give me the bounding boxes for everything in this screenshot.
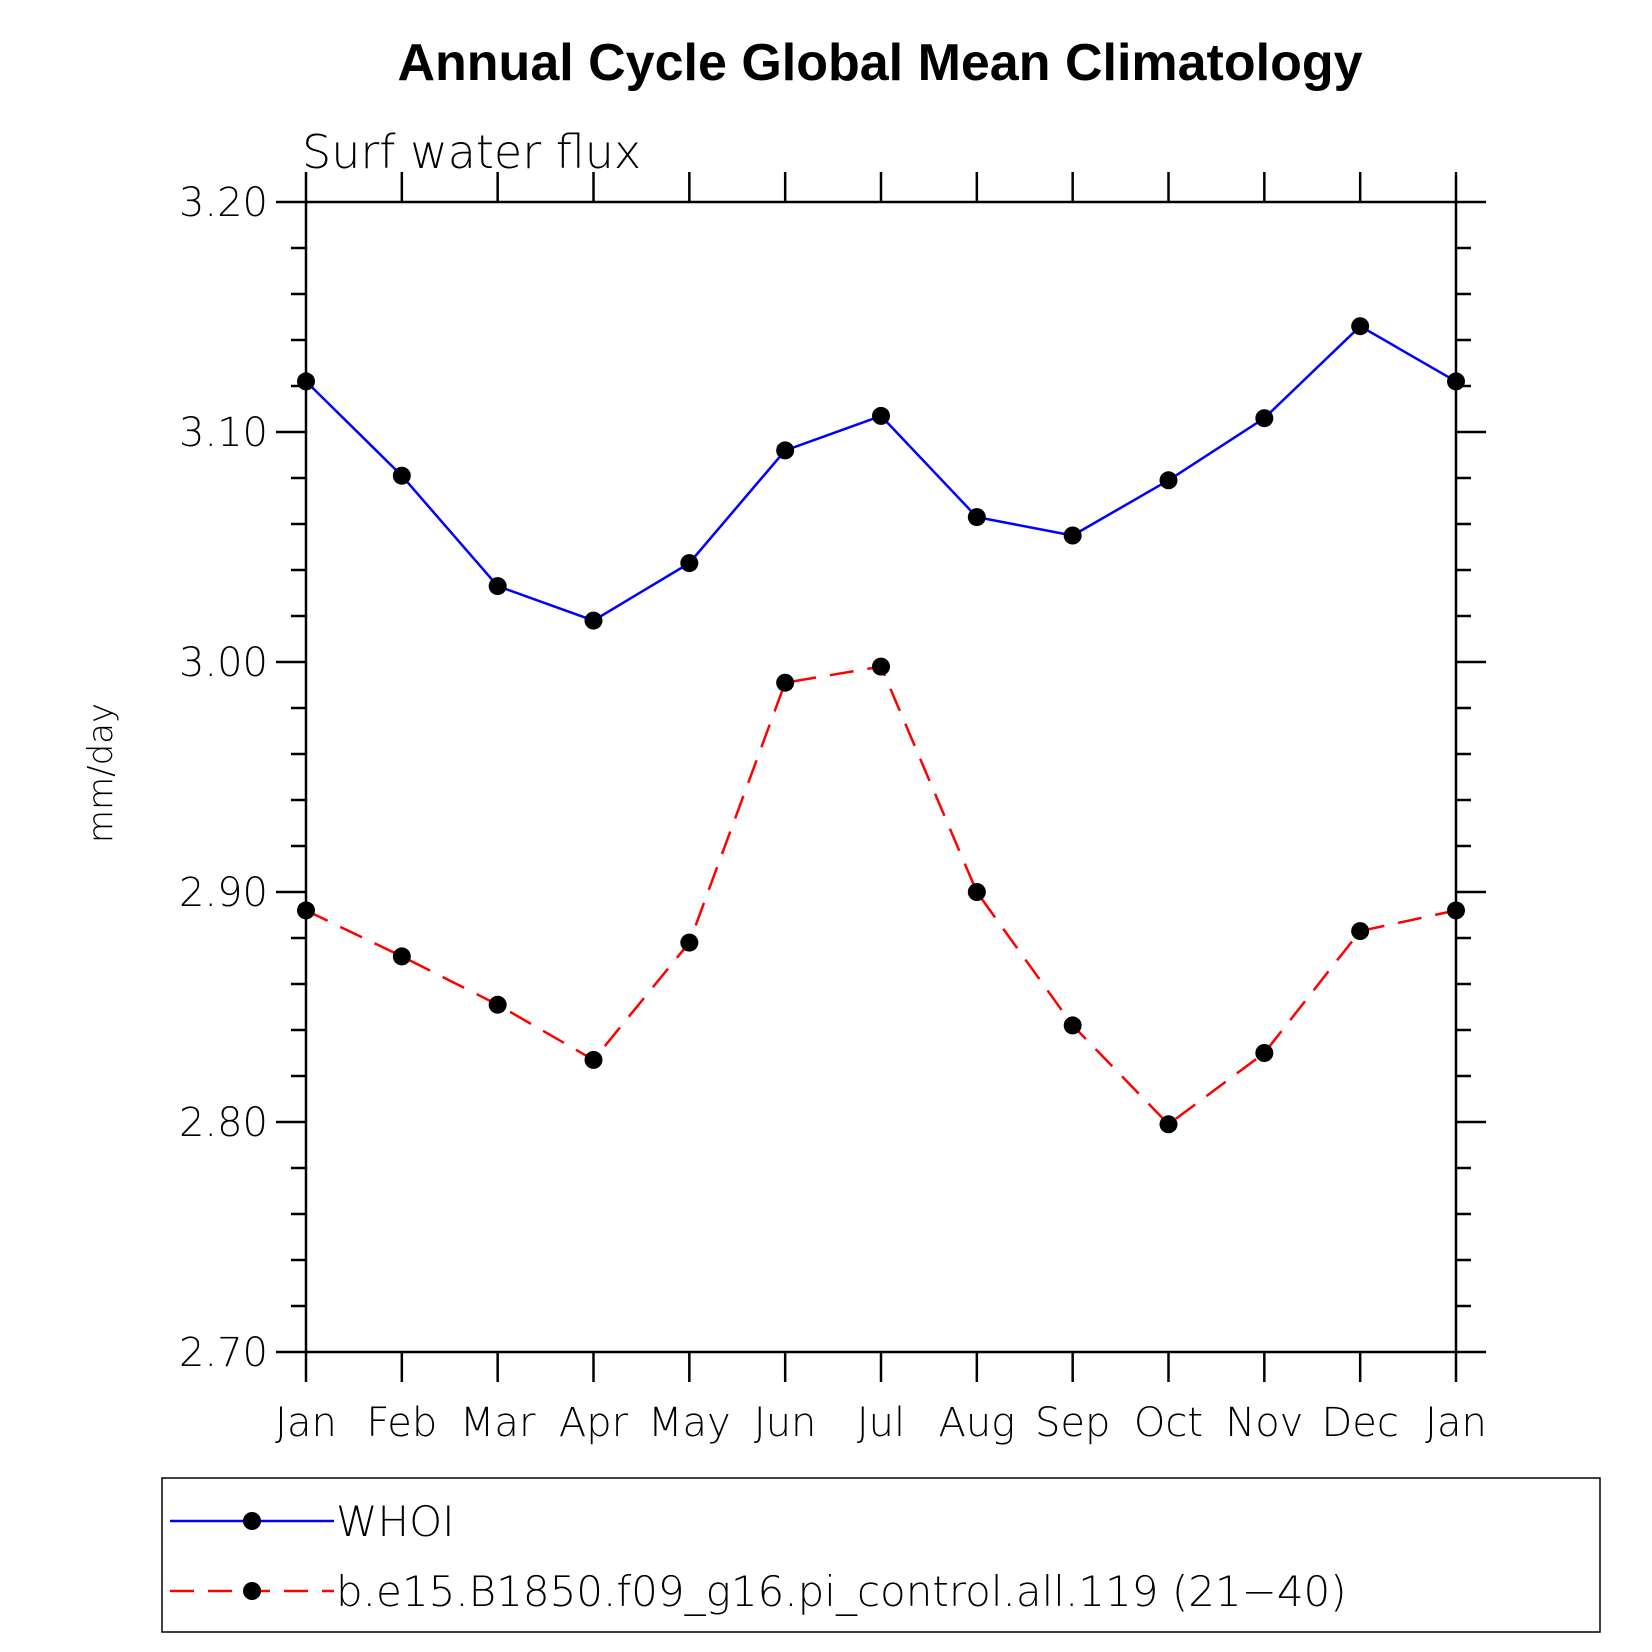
x-tick-label: Jul: [857, 1400, 905, 1446]
y-tick-label: 3.20: [179, 180, 268, 226]
x-tick-label: Dec: [1321, 1400, 1398, 1446]
data-point: [1159, 1115, 1178, 1134]
x-tick-label: Jun: [754, 1400, 817, 1446]
legend: WHOI b.e15.B1850.f09_g16.pi_control.all.1…: [170, 1497, 1347, 1616]
data-point: [1063, 526, 1082, 545]
y-tick-label: 2.90: [179, 870, 268, 916]
legend-marker-2: [243, 1582, 261, 1600]
data-point: [1447, 901, 1465, 920]
x-tick-label: Apr: [559, 1400, 629, 1446]
axes: 2.70 2.80 2.90 3.00 3.10 3.20 Jan Feb Mar Apr May J…: [179, 172, 1487, 1446]
plot-frame: [304, 200, 1458, 1354]
y-tick-label: 2.70: [179, 1330, 268, 1376]
data-point: [776, 441, 795, 460]
y-tick-label: 3.10: [179, 410, 268, 456]
chart-subtitle: Surf water flux: [302, 125, 641, 179]
series-line-1: [305, 324, 1457, 622]
legend-label-2: b.e15.B1850.f09_g16.pi_control.all.119 (…: [336, 1567, 1347, 1616]
x-tick-label: Jan: [1425, 1400, 1487, 1446]
legend-marker-1: [243, 1512, 261, 1530]
y-tick-label: 3.00: [179, 640, 268, 686]
data-point: [1351, 317, 1370, 336]
data-point: [680, 933, 699, 952]
data-point: [967, 508, 986, 527]
x-tick-label: Mar: [460, 1400, 536, 1446]
data-point: [1351, 922, 1370, 941]
data-point: [297, 901, 315, 920]
x-tick-label: Jan: [275, 1400, 337, 1446]
x-tick-label: Feb: [366, 1400, 437, 1446]
y-tick-label: 2.80: [179, 1100, 268, 1146]
data-point: [1063, 1016, 1082, 1035]
series-line-2: [305, 665, 1457, 1126]
data-point: [1159, 471, 1178, 490]
x-tick-label: Oct: [1134, 1400, 1203, 1446]
data-point: [1255, 409, 1274, 428]
data-point: [872, 657, 890, 676]
data-point: [1255, 1044, 1274, 1062]
x-tick-label: Aug: [938, 1400, 1015, 1446]
chart-title: Annual Cycle Global Mean Climatology: [397, 34, 1362, 92]
data-point: [776, 673, 795, 692]
legend-box: [161, 1477, 1601, 1633]
data-point: [488, 577, 507, 596]
data-point: [1447, 372, 1465, 391]
data-point: [392, 466, 411, 485]
data-point: [680, 554, 699, 573]
data-point: [584, 1050, 603, 1069]
x-tick-label: May: [648, 1400, 731, 1446]
data-point: [967, 883, 986, 901]
data-point: [488, 995, 507, 1014]
data-point: [872, 406, 890, 425]
series-group: [297, 317, 1465, 1134]
data-point: [584, 611, 603, 630]
x-tick-label: Nov: [1225, 1400, 1303, 1446]
data-point: [297, 372, 315, 391]
x-tick-label: Sep: [1035, 1400, 1110, 1446]
data-point: [392, 947, 411, 966]
legend-label-1: WHOI: [336, 1497, 455, 1546]
y-axis-label: mm/day: [81, 703, 121, 843]
